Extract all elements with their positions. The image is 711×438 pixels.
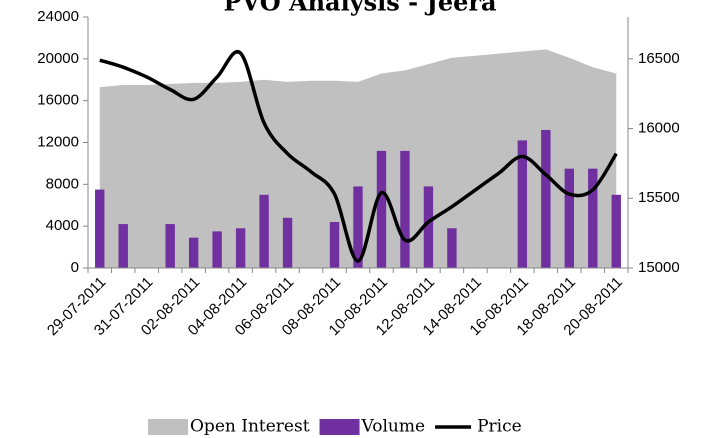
price-line	[99, 50, 618, 263]
volume-bar	[212, 231, 222, 268]
volume-bar	[423, 186, 434, 268]
volume-bar	[376, 150, 387, 268]
y-tick-label: 16000	[37, 92, 79, 109]
legend-swatch	[148, 419, 188, 435]
volume-bar	[259, 194, 269, 268]
chart-title: PVO Analysis - Jeera	[223, 0, 496, 17]
volume-bar	[329, 221, 340, 268]
volume-bar	[517, 140, 528, 268]
open-interest-area	[99, 49, 617, 268]
volume-bar	[400, 150, 410, 268]
y-tick-label: 12000	[37, 133, 79, 150]
volume-bar	[611, 194, 621, 268]
volume-bar	[588, 168, 598, 268]
volume-bar	[447, 228, 457, 268]
volume-bar	[165, 224, 175, 268]
y2-tick-label: 16500	[638, 50, 680, 67]
volume-bar	[541, 129, 551, 268]
y-tick-label: 0	[71, 259, 79, 276]
y-tick-label: 24000	[37, 8, 79, 25]
y-tick-label: 4000	[46, 217, 79, 234]
legend-label: Volume	[361, 417, 426, 437]
legend-swatch	[319, 419, 360, 435]
volume-bar	[188, 237, 199, 268]
y-tick-label: 20000	[37, 50, 79, 67]
legend-label: Price	[477, 417, 522, 437]
y2-tick-label: 15000	[638, 259, 680, 276]
volume-bar	[282, 217, 293, 268]
volume-bar	[95, 189, 105, 268]
y2-tick-label: 16000	[638, 120, 680, 137]
y2-tick-label: 15500	[638, 189, 680, 206]
legend-label: Open Interest	[190, 417, 310, 437]
volume-bar	[235, 228, 246, 268]
volume-bar	[564, 168, 574, 268]
volume-bar	[353, 186, 363, 268]
y-tick-label: 8000	[46, 175, 79, 192]
volume-bar	[118, 224, 128, 268]
